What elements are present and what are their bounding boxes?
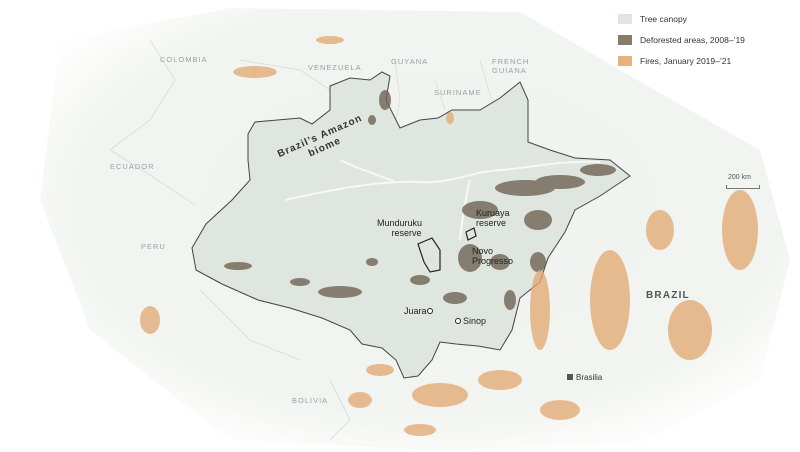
label-munduruku-line2: reserve: [391, 228, 422, 238]
label-munduruku: Munduruku reserve: [377, 218, 422, 238]
scale-label: 200 km: [728, 174, 751, 181]
legend-item-tree-canopy: Tree canopy: [618, 8, 745, 29]
sinop-marker: [455, 318, 461, 324]
deforested-areas: [224, 90, 616, 310]
legend-item-fires: Fires, January 2019–’21: [618, 50, 745, 71]
legend-label-fires: Fires, January 2019–’21: [640, 55, 732, 66]
label-french-guiana-1: FRENCH: [492, 57, 530, 66]
juara-marker: [427, 308, 433, 314]
brasilia-marker: [567, 374, 573, 380]
country-borders: [109, 39, 501, 441]
legend-swatch-tree-canopy: [618, 13, 632, 24]
label-french-guiana-2: GUIANA: [492, 66, 527, 75]
kuruaya-reserve-outline: [465, 227, 477, 241]
label-colombia: COLOMBIA: [160, 55, 208, 64]
munduruku-reserve-outline: [417, 237, 441, 273]
legend-label-tree-canopy: Tree canopy: [640, 13, 687, 24]
label-venezuela: VENEZUELA: [308, 63, 362, 72]
label-sinop: Sinop: [463, 316, 487, 326]
label-brasilia: Brasilia: [576, 373, 603, 382]
legend: Tree canopy Deforested areas, 2008–’19 F…: [618, 8, 745, 71]
label-kuruaya: Kuruaya reserve: [476, 208, 510, 228]
label-novo-line2: Progresso: [472, 256, 514, 266]
label-peru: PERU: [141, 242, 166, 251]
label-suriname: SURINAME: [434, 88, 482, 97]
label-novo-line1: Novo: [472, 246, 494, 256]
scale-bar: [726, 185, 760, 189]
label-bolivia: BOLIVIA: [292, 396, 329, 405]
label-juara: Juara: [404, 306, 427, 316]
label-ecuador: ECUADOR: [110, 162, 155, 171]
label-munduruku-line1: Munduruku: [377, 218, 423, 228]
label-kuruaya-line1: Kuruaya: [476, 208, 510, 218]
legend-item-deforested: Deforested areas, 2008–’19: [618, 29, 745, 50]
label-guyana: GUYANA: [391, 57, 429, 66]
legend-label-deforested: Deforested areas, 2008–’19: [640, 34, 745, 45]
amazon-biome: [191, 71, 631, 379]
legend-swatch-deforested: [618, 34, 632, 45]
label-kuruaya-line2: reserve: [476, 218, 507, 228]
fire-areas: [140, 36, 758, 436]
legend-swatch-fires: [618, 55, 632, 66]
label-novo-progresso: Novo Progresso: [472, 246, 513, 266]
label-brazil: BRAZIL: [646, 290, 690, 301]
